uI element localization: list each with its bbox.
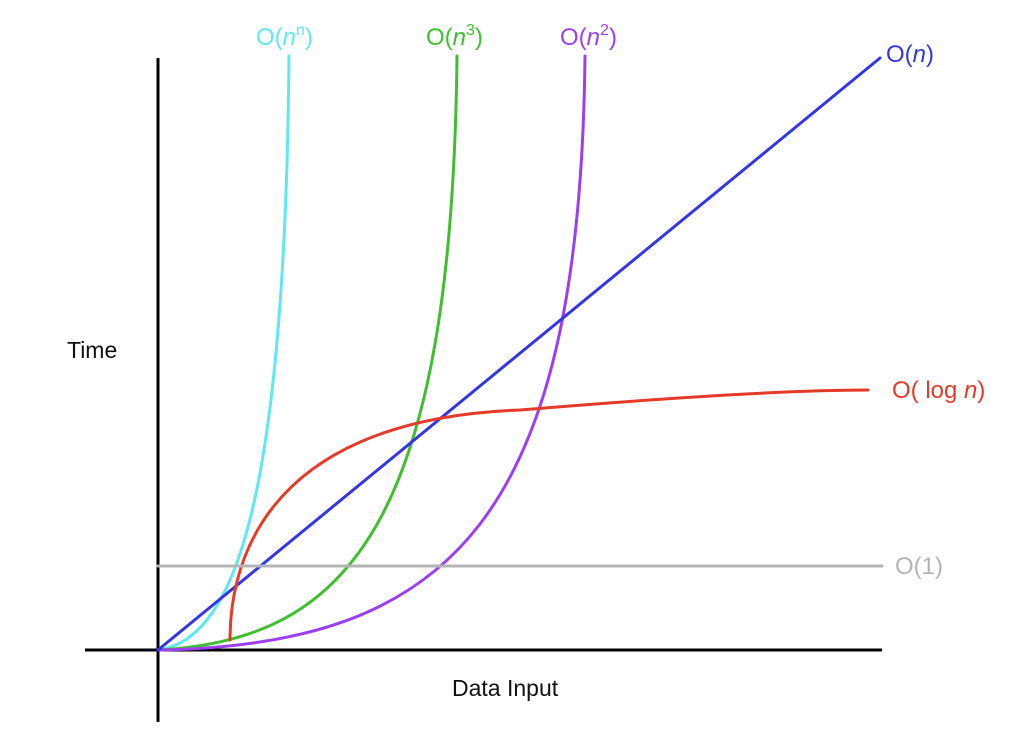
series-line-o-n xyxy=(156,56,882,652)
series-line-o-log-n xyxy=(228,388,870,642)
series-label-o-log-n: O( log n) xyxy=(892,377,985,404)
series-label-o-n-squared: O(n2) xyxy=(560,22,617,51)
y-axis-title: Time xyxy=(67,337,117,363)
series-line-o-n-cubed xyxy=(156,54,459,652)
series-label-o-1: O(1) xyxy=(895,553,943,580)
series-label-o-n: O(n) xyxy=(886,41,934,68)
series-line-o-n-squared xyxy=(156,54,587,652)
x-axis-title: Data Input xyxy=(452,675,559,701)
series-line-o-n-n xyxy=(156,54,291,652)
series-label-o-n-n: O(nn) xyxy=(256,22,313,51)
series-label-o-n-cubed: O(n3) xyxy=(426,22,483,51)
